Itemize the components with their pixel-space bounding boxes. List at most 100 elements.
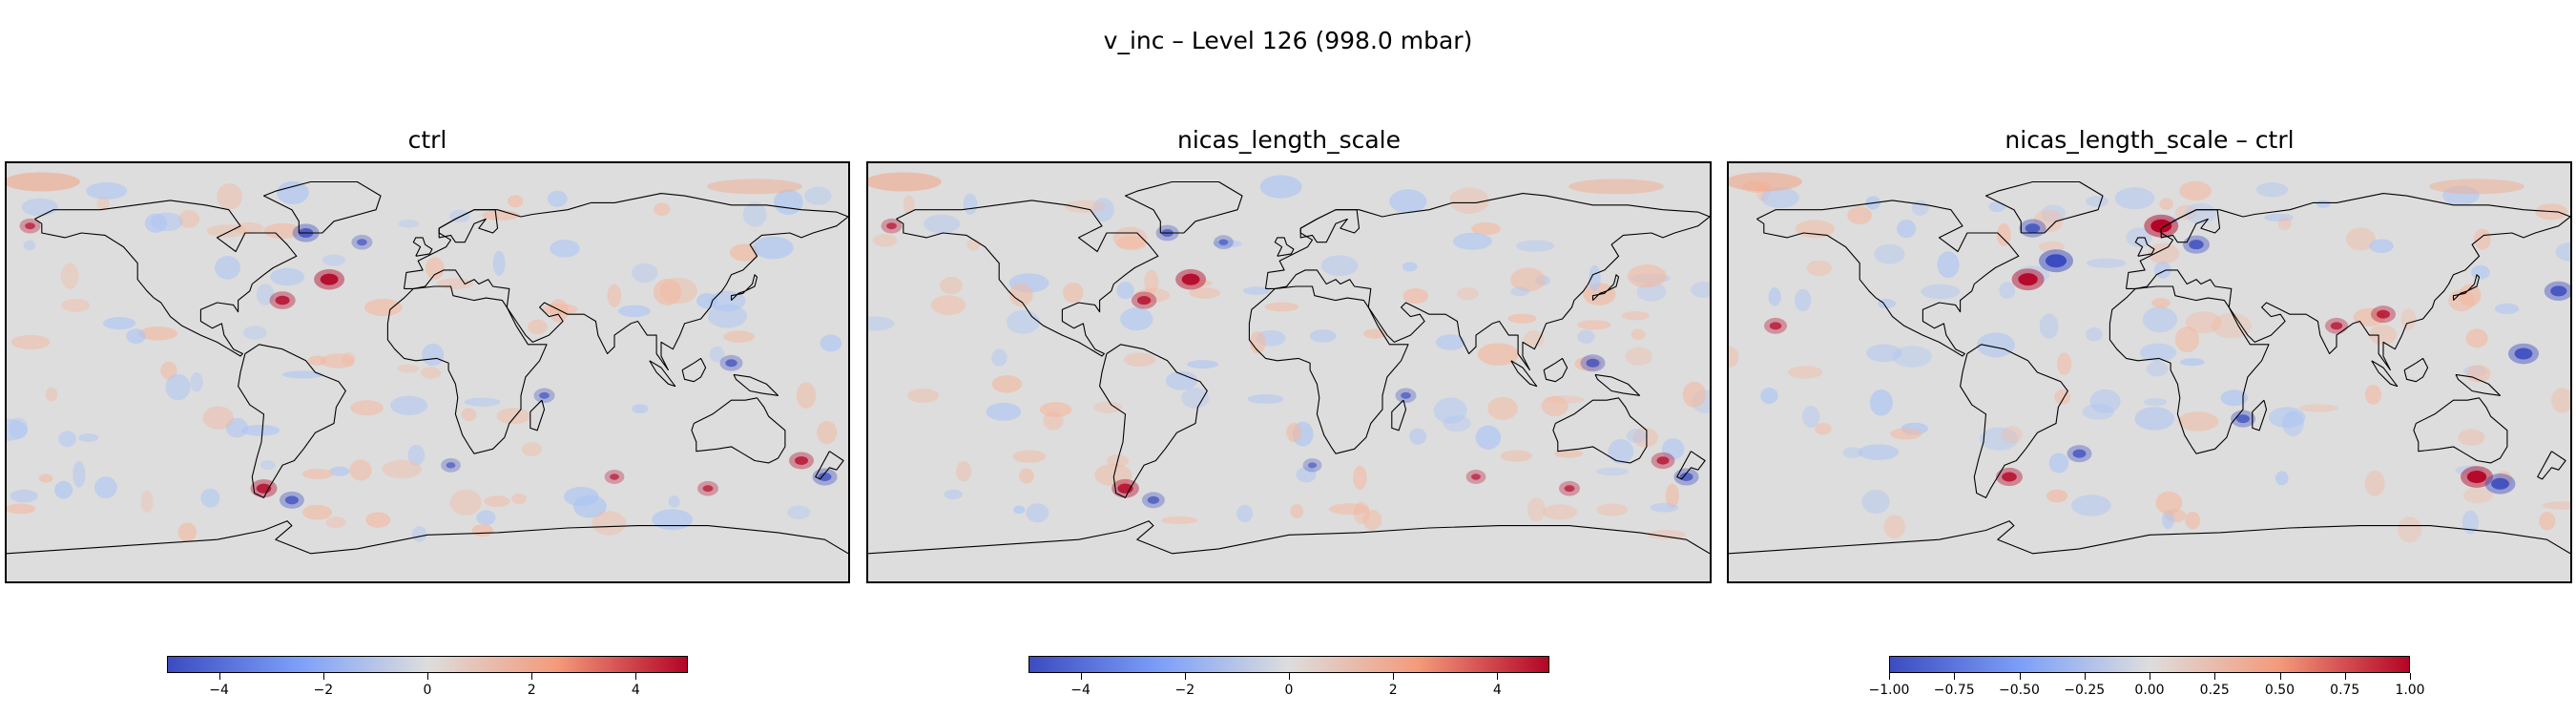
field-speckle	[58, 431, 76, 448]
field-speckle	[422, 343, 445, 367]
field-speckle	[956, 460, 972, 482]
coastline	[1248, 285, 1409, 454]
colorbar-tick-label: −1.00	[1868, 683, 1910, 698]
coastline	[2109, 285, 2270, 454]
coastline	[403, 193, 848, 371]
field-speckle	[1596, 503, 1629, 516]
coastline	[1264, 193, 1710, 371]
field-speckle	[200, 488, 220, 508]
field-speckle	[1869, 389, 1893, 416]
field-speckle	[963, 193, 978, 215]
coastline	[1274, 237, 1295, 257]
field-speckle	[1144, 269, 1159, 294]
field-speckle	[2142, 306, 2178, 333]
field-speckle	[742, 201, 767, 227]
coastline	[1552, 397, 1648, 464]
field-speckle	[436, 278, 474, 289]
colorbar	[1028, 656, 1549, 673]
field-speckle	[206, 224, 247, 238]
anomaly-feature	[320, 273, 339, 285]
field-speckle	[652, 509, 694, 531]
field-speckle	[398, 220, 420, 228]
field-speckle	[2185, 512, 2201, 530]
field-speckle	[1012, 450, 1047, 463]
field-speckle	[1897, 220, 1917, 239]
field-speckle	[1112, 226, 1148, 249]
field-speckle	[930, 295, 966, 315]
anomaly-feature	[1679, 473, 1693, 481]
anomaly-feature	[1564, 485, 1575, 493]
field-speckle	[1402, 288, 1429, 305]
field-speckle	[2089, 389, 2121, 414]
field-speckle	[382, 459, 423, 479]
field-speckle	[653, 278, 682, 305]
field-speckle	[1794, 288, 1812, 312]
field-speckle	[1026, 503, 1049, 523]
field-speckle	[2364, 384, 2382, 405]
field-speckle	[1729, 346, 1739, 368]
coastline	[2403, 357, 2429, 383]
field-speckle	[45, 387, 58, 402]
field-speckle	[103, 317, 136, 330]
coastline	[1960, 344, 2068, 498]
field-speckle	[907, 388, 940, 403]
colorbar-tick-label: 4	[631, 683, 640, 698]
field-speckle	[2220, 390, 2249, 407]
field-speckle	[2162, 509, 2174, 530]
anomaly-feature	[1181, 273, 1200, 285]
field-speckle	[61, 298, 91, 312]
anomaly-feature	[2025, 223, 2041, 234]
field-speckle	[1608, 438, 1634, 464]
field-speckle	[471, 524, 493, 537]
field-speckle	[1589, 264, 1601, 292]
field-speckle	[511, 493, 527, 504]
field-speckle	[241, 424, 280, 436]
panel-title: nicas_length_scale – ctrl	[2005, 126, 2295, 154]
field-speckle	[966, 238, 981, 251]
map-background	[868, 163, 1710, 581]
field-speckle	[476, 510, 496, 526]
anomaly-feature	[1136, 295, 1152, 305]
coastline	[2455, 373, 2502, 396]
anomaly-feature	[1218, 239, 1229, 245]
field-speckle	[411, 526, 427, 542]
anomaly-feature	[1117, 483, 1133, 494]
anomaly-feature	[795, 455, 808, 465]
field-speckle	[217, 182, 243, 210]
field-speckle	[707, 179, 802, 195]
field-speckle	[873, 234, 898, 247]
coastline	[1756, 200, 2020, 357]
coastline	[691, 397, 786, 464]
field-speckle	[1577, 320, 1611, 330]
field-speckle	[1477, 343, 1520, 366]
field-speckle	[1449, 187, 1489, 214]
field-speckle	[322, 254, 346, 266]
field-speckle	[256, 284, 275, 305]
coastline	[2125, 193, 2570, 371]
colorbar-tick-label: −2	[313, 683, 334, 698]
field-speckle	[1632, 427, 1659, 448]
map-canvas	[7, 163, 848, 581]
field-speckle	[2148, 242, 2180, 264]
field-speckle	[160, 361, 177, 380]
field-speckle	[492, 250, 506, 277]
field-speckle	[903, 195, 915, 215]
coastline	[649, 360, 676, 388]
figure-title: v_inc – Level 126 (998.0 mbar)	[1103, 27, 1473, 54]
field-speckle	[2462, 487, 2494, 504]
coastline	[238, 344, 346, 498]
field-speckle	[1541, 395, 1568, 416]
field-speckle	[190, 371, 203, 392]
colorbar	[167, 656, 688, 673]
field-speckle	[1435, 334, 1465, 350]
field-speckle	[1543, 504, 1578, 520]
field-speckle	[277, 180, 309, 204]
field-speckle	[1189, 286, 1221, 299]
field-speckle	[632, 404, 649, 414]
field-speckle	[1165, 370, 1198, 390]
field-speckle	[1353, 465, 1367, 490]
coastline	[1984, 180, 2104, 234]
field-speckle	[2184, 202, 2217, 224]
field-speckle	[214, 255, 240, 280]
anomaly-feature	[2491, 477, 2509, 490]
